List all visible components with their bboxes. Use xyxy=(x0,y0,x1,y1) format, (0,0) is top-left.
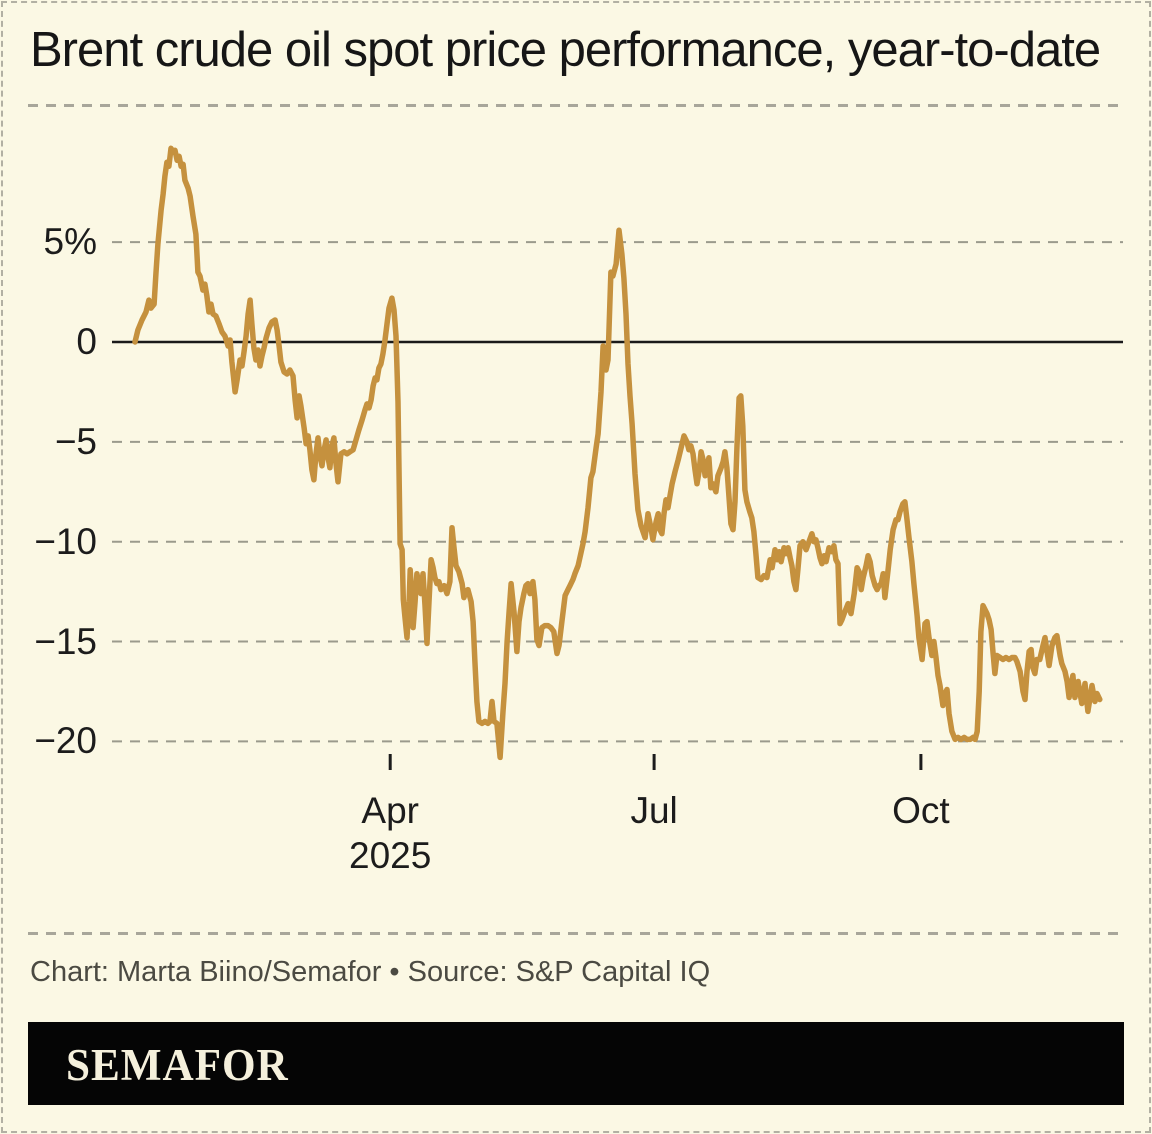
page-title: Brent crude oil spot price performance, … xyxy=(30,23,1101,77)
price-line xyxy=(132,145,1103,761)
y-axis-label-5: 5% xyxy=(43,221,97,263)
x-axis-label-Jul: Jul xyxy=(630,790,678,831)
y-axis-label--5: −5 xyxy=(54,420,97,462)
y-axis-label--10: −10 xyxy=(34,520,97,562)
x-axis-label-Apr: Apr xyxy=(361,790,419,831)
y-axis-label-0: 0 xyxy=(76,321,97,362)
semafor-logo-bar: SEMAFOR xyxy=(28,1022,1124,1105)
y-axis-label--15: −15 xyxy=(34,620,97,662)
x-axis-label-Oct: Oct xyxy=(892,790,950,831)
y-axis-label--20: −20 xyxy=(34,720,97,762)
top-separator xyxy=(28,104,1124,107)
footer-separator xyxy=(28,932,1124,935)
x-axis-sublabel-2025: 2025 xyxy=(349,835,432,876)
chart-credit: Chart: Marta Biino/Semafor • Source: S&P… xyxy=(30,956,711,988)
semafor-wordmark: SEMAFOR xyxy=(66,1040,289,1090)
